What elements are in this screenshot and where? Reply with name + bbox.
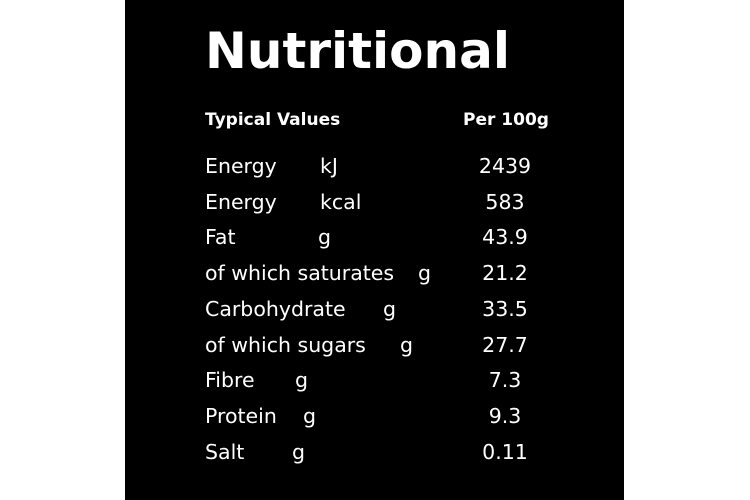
nutrient-label: Protein [205,403,277,428]
nutrient-label: Salt [205,439,245,464]
table-row: of which saturates g 21.2 [125,258,624,288]
nutrient-label: of which saturates [205,261,395,286]
table-row: Energy kcal 583 [125,187,624,217]
nutrient-label: Fat [205,225,236,250]
label-title: Nutritional [205,22,511,80]
nutrient-unit: g [418,261,432,286]
table-row: Salt g 0.11 [125,437,624,467]
nutrient-value: 21.2 [482,261,528,286]
nutrient-unit: g [295,368,309,393]
table-row: of which sugars g 27.7 [125,330,624,360]
nutrient-unit: g [292,439,306,464]
nutrient-unit: kJ [320,154,338,178]
nutrient-value: 2439 [478,154,532,178]
nutrient-value: 9.3 [488,403,522,428]
table-row: Energy kJ 2439 [125,151,624,181]
nutrient-unit: g [400,332,414,357]
nutrient-label: Carbohydrate [205,296,346,321]
nutrient-value: 43.9 [482,225,528,250]
nutrient-label: Energy [205,154,277,178]
nutrient-unit: kcal [320,189,362,214]
nutrient-value: 583 [485,189,525,214]
nutrient-label: Fibre [205,368,255,393]
per-100g-header: Per 100g [463,110,549,130]
nutrient-unit: g [318,225,332,250]
nutrient-unit: g [303,403,317,428]
nutrient-unit: g [383,296,397,321]
nutrient-label: Energy [205,189,277,214]
nutrient-value: 7.3 [488,368,522,393]
nutrition-label: Nutritional Typical Values Per 100g Ener… [125,0,624,500]
table-row: Protein g 9.3 [125,401,624,431]
typical-values-header: Typical Values [205,110,341,130]
nutrient-value: 27.7 [482,332,528,357]
table-row: Fat g 43.9 [125,222,624,252]
nutrient-value: 33.5 [482,296,528,321]
table-row: Fibre g 7.3 [125,365,624,395]
nutrient-label: of which sugars [205,332,366,357]
nutrient-value: 0.11 [482,439,528,464]
table-row: Carbohydrate g 33.5 [125,294,624,324]
